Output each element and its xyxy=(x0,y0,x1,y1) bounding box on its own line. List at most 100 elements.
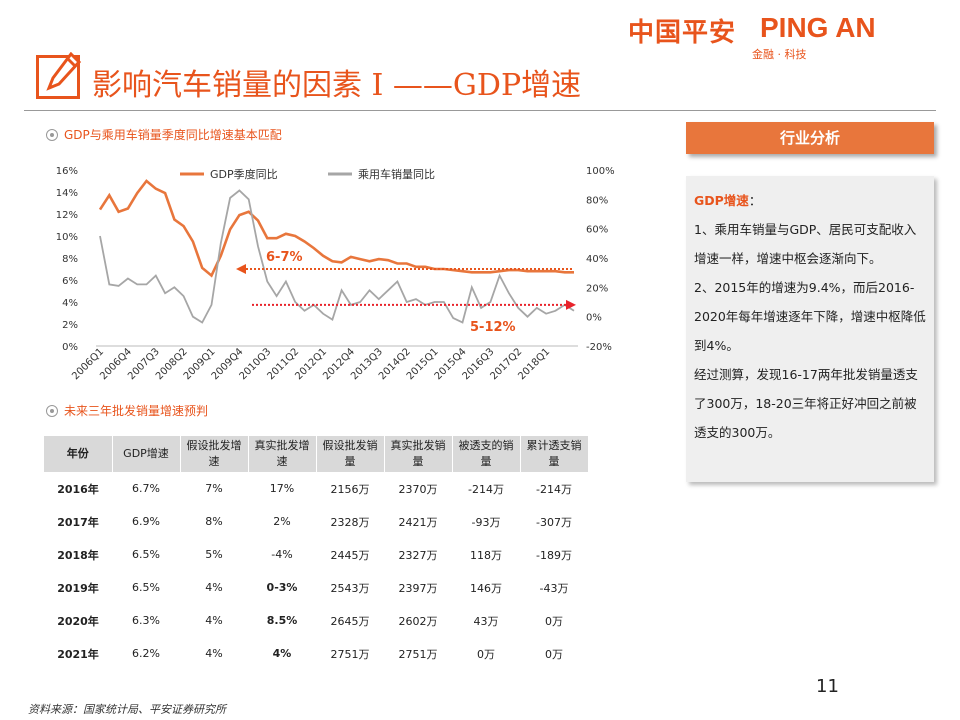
right-tick-label: 0% xyxy=(586,313,602,324)
right-tick-label: -20% xyxy=(586,342,612,353)
table-cell: 0-3% xyxy=(266,581,298,594)
arrow-left-icon xyxy=(236,264,246,274)
gdp-vs-sales-line-chart: 16% 14% 12% 10% 8% 6% 4% 2% 0% 100% 80% 60% 40% 20% 0%… xyxy=(56,166,615,382)
section-table-label: 未来三年批发销量增速预判 xyxy=(46,402,208,419)
table-cell: 2543万 xyxy=(330,581,370,595)
table-row: 2020年 6.3% 4% 8.5% 2645万 2602万 43万 0万 xyxy=(44,604,588,637)
table-cell: 2020年 xyxy=(57,614,99,628)
bullet-icon xyxy=(46,128,58,141)
analysis-paragraph: 2、2015年的增速为9.4%，而后2016-2020年每年增速逐年下降，增速中… xyxy=(694,280,926,353)
table-cell: -214万 xyxy=(536,482,572,496)
section-chart-label: GDP与乘用车销量季度同比增速基本匹配 xyxy=(46,126,282,143)
legend-label: GDP季度同比 xyxy=(210,167,278,181)
table-cell: 2370万 xyxy=(398,482,438,496)
page-title: 影响汽车销量的因素 I ——GDP增速 xyxy=(92,68,582,103)
table-header: 假设批发销量 xyxy=(316,436,385,472)
table-cell: 2445万 xyxy=(330,548,370,562)
analysis-heading-suffix: ： xyxy=(748,193,762,208)
page-number: 11 xyxy=(816,676,839,697)
gdp-range-annotation: 6-7% xyxy=(266,250,303,265)
table-cell: 2397万 xyxy=(398,581,438,595)
table-cell: 4% xyxy=(272,647,292,660)
analysis-panel: GDP增速： 1、乘用车销量与GDP、居民可支配收入增速一样，增速中枢会逐渐向下… xyxy=(686,176,934,482)
left-tick-label: 2% xyxy=(62,320,78,331)
table-row: 2016年 6.7% 7% 17% 2156万 2370万 -214万 -214万 xyxy=(44,472,588,505)
table-cell: 7% xyxy=(205,482,223,495)
table-cell: 43万 xyxy=(473,614,499,628)
table-cell: 2327万 xyxy=(398,548,438,562)
table-cell: 0万 xyxy=(545,647,563,661)
left-tick-label: 14% xyxy=(56,188,78,199)
brand-logo-en: PING AN xyxy=(760,12,876,43)
analysis-paragraph: 1、乘用车销量与GDP、居民可支配收入增速一样，增速中枢会逐渐向下。 xyxy=(694,222,917,266)
table-cell: 2421万 xyxy=(398,515,438,529)
table-cell: 2% xyxy=(273,515,291,528)
brand-tagline: 金融 · 科技 xyxy=(752,48,807,61)
table-cell: -307万 xyxy=(536,515,572,529)
table-cell: 2328万 xyxy=(330,515,370,529)
legend-label: 乘用车销量同比 xyxy=(358,167,435,181)
bullet-icon xyxy=(46,404,58,417)
table-row: 2018年 6.5% 5% -4% 2445万 2327万 118万 -189万 xyxy=(44,538,588,571)
table-row: 2019年 6.5% 4% 0-3% 2543万 2397万 146万 -43万 xyxy=(44,571,588,604)
left-tick-label: 4% xyxy=(62,298,78,309)
table-cell: -43万 xyxy=(539,581,569,595)
brand-logo-cn: 中国平安 xyxy=(628,18,737,48)
table-header: 年份 xyxy=(44,436,113,472)
table-cell: 8.5% xyxy=(266,614,298,627)
left-tick-label: 10% xyxy=(56,232,78,243)
table-cell: 6.5% xyxy=(132,548,160,561)
table-header: 被透支的销量 xyxy=(452,436,521,472)
table-cell: 2751万 xyxy=(330,647,370,661)
analysis-paragraph: 经过测算，发现16-17两年批发销量透支了300万，18-20三年将正好冲回之前… xyxy=(694,367,918,440)
table-cell: 5% xyxy=(205,548,223,561)
analysis-heading: GDP增速 xyxy=(694,193,749,208)
right-tick-label: 40% xyxy=(586,254,608,265)
table-cell: -189万 xyxy=(536,548,572,562)
table-cell: 2602万 xyxy=(398,614,438,628)
table-cell: 2017年 xyxy=(57,515,99,529)
table-header: 真实批发增速 xyxy=(248,436,317,472)
left-tick-label: 16% xyxy=(56,166,78,177)
table-cell: 2018年 xyxy=(57,548,99,562)
source-note: 资料来源：国家统计局、平安证券研究所 xyxy=(28,703,226,716)
forecast-table: 年份 GDP增速 假设批发增速 真实批发增速 假设批发销量 真实批发销量 被透支… xyxy=(44,436,589,670)
table-cell: -93万 xyxy=(471,515,501,529)
table-header: GDP增速 xyxy=(112,436,181,472)
right-tick-label: 100% xyxy=(586,166,615,177)
left-tick-label: 12% xyxy=(56,210,78,221)
left-tick-label: 6% xyxy=(62,276,78,287)
sales-range-annotation: 5-12% xyxy=(470,320,516,335)
table-cell: 8% xyxy=(205,515,223,528)
table-cell: 2019年 xyxy=(57,581,99,595)
section-chart-text: GDP与乘用车销量季度同比增速基本匹配 xyxy=(64,128,282,142)
title-divider xyxy=(24,110,936,111)
table-cell: 2016年 xyxy=(57,482,99,496)
table-header: 累计透支销量 xyxy=(520,436,589,472)
table-cell: 2021年 xyxy=(57,647,99,661)
pencil-icon xyxy=(36,52,82,99)
table-cell: 2156万 xyxy=(330,482,370,496)
table-cell: 4% xyxy=(205,614,223,627)
left-tick-label: 8% xyxy=(62,254,78,265)
table-header-row: 年份 GDP增速 假设批发增速 真实批发增速 假设批发销量 真实批发销量 被透支… xyxy=(44,436,589,472)
table-header: 真实批发销量 xyxy=(384,436,453,472)
table-cell: 2645万 xyxy=(330,614,370,628)
table-cell: 4% xyxy=(205,581,223,594)
analysis-header: 行业分析 xyxy=(686,122,934,154)
right-tick-label: 80% xyxy=(586,195,608,206)
right-tick-label: 60% xyxy=(586,225,608,236)
table-cell: 0万 xyxy=(545,614,563,628)
table-cell: 6.3% xyxy=(132,614,160,627)
gdp-series-line xyxy=(98,179,574,278)
table-cell: 118万 xyxy=(470,548,502,562)
table-cell: 6.2% xyxy=(132,647,160,660)
table-cell: 146万 xyxy=(470,581,502,595)
table-row: 2017年 6.9% 8% 2% 2328万 2421万 -93万 -307万 xyxy=(44,505,588,538)
table-cell: 6.7% xyxy=(132,482,160,495)
table-header: 假设批发增速 xyxy=(180,436,249,472)
table-cell: -4% xyxy=(271,548,293,561)
table-cell: -214万 xyxy=(468,482,504,496)
section-table-text: 未来三年批发销量增速预判 xyxy=(64,404,209,418)
arrow-right-icon xyxy=(566,299,576,310)
